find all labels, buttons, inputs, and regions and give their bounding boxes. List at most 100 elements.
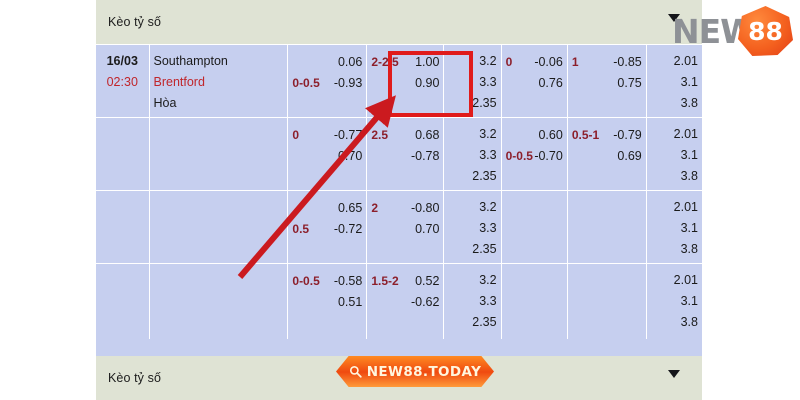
overunder-cell[interactable]: 2 -0.80 0.70	[367, 191, 445, 263]
overunder-value-1[interactable]: 0.68	[415, 127, 440, 142]
handicap-value-1[interactable]: -0.77	[333, 127, 363, 142]
score-odds-3[interactable]: 3.8	[680, 169, 698, 183]
search-icon	[349, 365, 362, 378]
odds-1x2-cell[interactable]: 3.2 3.3 2.35	[444, 118, 502, 190]
odds-1x2-away[interactable]: 2.35	[472, 169, 497, 183]
odds-1x2-home[interactable]: 3.2	[479, 200, 497, 214]
table-row[interactable]: 0.65 0.5 -0.72 2 -0.80 0.70 3.2 3.3 2.35	[96, 191, 702, 264]
handicap-value-2[interactable]: 0.51	[337, 294, 363, 309]
match-teams-cell: Southampton Brentford Hòa	[150, 45, 289, 117]
corner1-value-2[interactable]: -0.70	[534, 148, 563, 163]
score-odds-2[interactable]: 3.1	[680, 221, 698, 235]
corner-cell-2[interactable]: 0.5-1 -0.79 0.69	[568, 118, 647, 190]
overunder-value-2[interactable]: -0.62	[410, 294, 440, 309]
odds-1x2-away[interactable]: 2.35	[472, 96, 497, 110]
overunder-cell[interactable]: 2-2.5 1.00 0.90	[367, 45, 445, 117]
corner2-value-2[interactable]: 0.69	[617, 148, 642, 163]
odds-table: 16/03 02:30 Southampton Brentford Hòa 0.…	[96, 44, 702, 356]
score-odds-1[interactable]: 2.01	[673, 127, 698, 141]
corner-cell-1[interactable]	[502, 264, 568, 339]
handicap-value-2[interactable]: -0.72	[333, 221, 363, 236]
chevron-down-icon[interactable]	[668, 14, 680, 22]
panel-footer-label: Kèo tỷ số	[108, 371, 162, 385]
score-odds-1[interactable]: 2.01	[673, 54, 698, 68]
handicap-tag: 0.5	[292, 221, 310, 236]
odds-1x2-away[interactable]: 2.35	[472, 242, 497, 256]
odds-1x2-home[interactable]: 3.2	[479, 54, 497, 68]
handicap-cell[interactable]: 0-0.5 -0.58 0.51	[288, 264, 368, 339]
score-odds-2[interactable]: 3.1	[680, 75, 698, 89]
odds-1x2-draw[interactable]: 3.3	[479, 221, 497, 235]
corner2-value-1[interactable]: -0.85	[613, 54, 642, 69]
score-odds-1[interactable]: 2.01	[673, 273, 698, 287]
corner1-value-1[interactable]: -0.06	[534, 54, 563, 69]
odds-1x2-home[interactable]: 3.2	[479, 273, 497, 287]
overunder-value-1[interactable]: 0.52	[415, 273, 440, 288]
odds-1x2-cell[interactable]: 3.2 3.3 2.35	[444, 45, 502, 117]
odds-panel: Kèo tỷ số 16/03 02:30 Southampton Brentf…	[96, 0, 702, 400]
overunder-value-1[interactable]: -0.80	[410, 200, 440, 215]
brand-logo-badge-text: 88	[748, 16, 783, 46]
score-odds-cell[interactable]: 2.01 3.1 3.8	[647, 191, 702, 263]
corner-cell-1[interactable]: 0.60 0-0.5 -0.70	[502, 118, 568, 190]
overunder-cell[interactable]: 1.5-2 0.52 -0.62	[367, 264, 445, 339]
handicap-cell[interactable]: 0.65 0.5 -0.72	[288, 191, 368, 263]
score-odds-2[interactable]: 3.1	[680, 148, 698, 162]
overunder-value-1[interactable]: 1.00	[415, 54, 440, 69]
score-odds-2[interactable]: 3.1	[680, 294, 698, 308]
table-row[interactable]: 0 -0.77 0.70 2.5 0.68 -0.78 3.2 3.3 2.35 0…	[96, 118, 702, 191]
handicap-tag: 0-0.5	[292, 75, 320, 90]
odds-1x2-draw[interactable]: 3.3	[479, 148, 497, 162]
match-time: 02:30	[106, 75, 138, 89]
corner1-value-1[interactable]: 0.60	[538, 127, 563, 142]
score-odds-cell[interactable]: 2.01 3.1 3.8	[647, 118, 702, 190]
handicap-value-2[interactable]: 0.70	[337, 148, 363, 163]
away-team: Brentford	[153, 75, 205, 89]
odds-1x2-home[interactable]: 3.2	[479, 127, 497, 141]
handicap-value-1[interactable]: 0.06	[337, 54, 363, 69]
score-odds-cell[interactable]: 2.01 3.1 3.8	[647, 45, 702, 117]
chevron-down-icon[interactable]	[668, 370, 680, 378]
corner2-tag: 1	[571, 54, 579, 69]
corner-cell-2[interactable]	[568, 191, 647, 263]
handicap-value-2[interactable]: -0.93	[333, 75, 363, 90]
overunder-tag: 1.5-2	[371, 273, 399, 288]
score-odds-1[interactable]: 2.01	[673, 200, 698, 214]
corner-cell-2[interactable]	[568, 264, 647, 339]
promo-badge-label: NEW88.TODAY	[366, 363, 482, 380]
handicap-cell[interactable]: 0 -0.77 0.70	[288, 118, 368, 190]
handicap-value-1[interactable]: 0.65	[337, 200, 363, 215]
handicap-value-1[interactable]: -0.58	[333, 273, 363, 288]
brand-logo: NEW 88	[672, 6, 800, 56]
corner1-value-2[interactable]: 0.76	[538, 75, 563, 90]
overunder-value-2[interactable]: 0.90	[415, 75, 440, 90]
odds-1x2-cell[interactable]: 3.2 3.3 2.35	[444, 191, 502, 263]
handicap-tag: 0-0.5	[292, 273, 320, 288]
match-teams-cell	[150, 118, 289, 190]
overunder-value-2[interactable]: 0.70	[415, 221, 440, 236]
home-team: Southampton	[153, 54, 228, 68]
corner-cell-2[interactable]: 1 -0.85 0.75	[568, 45, 647, 117]
corner-cell-1[interactable]: 0 -0.06 0.76	[502, 45, 568, 117]
match-datetime-cell	[96, 191, 150, 263]
handicap-cell[interactable]: 0.06 0-0.5 -0.93	[288, 45, 368, 117]
panel-header-bar[interactable]: Kèo tỷ số	[96, 0, 702, 44]
corner2-value-1[interactable]: -0.79	[613, 127, 642, 142]
odds-1x2-draw[interactable]: 3.3	[479, 75, 497, 89]
score-odds-cell[interactable]: 2.01 3.1 3.8	[647, 264, 702, 339]
overunder-value-2[interactable]: -0.78	[410, 148, 440, 163]
odds-1x2-cell[interactable]: 3.2 3.3 2.35	[444, 264, 502, 339]
overunder-cell[interactable]: 2.5 0.68 -0.78	[367, 118, 445, 190]
handicap-tag: 0	[292, 127, 300, 142]
corner2-value-2[interactable]: 0.75	[617, 75, 642, 90]
overunder-tag: 2.5	[371, 127, 389, 142]
odds-1x2-away[interactable]: 2.35	[472, 315, 497, 329]
promo-badge[interactable]: NEW88.TODAY	[336, 356, 494, 387]
score-odds-3[interactable]: 3.8	[680, 315, 698, 329]
score-odds-3[interactable]: 3.8	[680, 96, 698, 110]
score-odds-3[interactable]: 3.8	[680, 242, 698, 256]
table-row[interactable]: 0-0.5 -0.58 0.51 1.5-2 0.52 -0.62 3.2 3.3 …	[96, 264, 702, 339]
corner-cell-1[interactable]	[502, 191, 568, 263]
table-row[interactable]: 16/03 02:30 Southampton Brentford Hòa 0.…	[96, 45, 702, 118]
odds-1x2-draw[interactable]: 3.3	[479, 294, 497, 308]
